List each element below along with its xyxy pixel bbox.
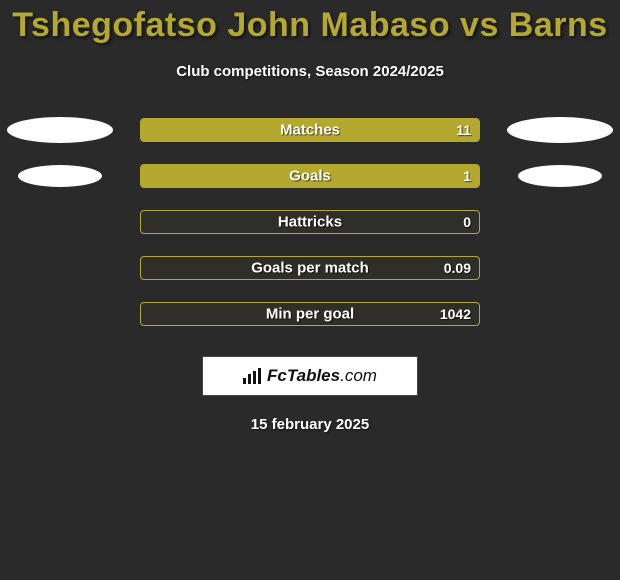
logo-suffix: .com (340, 366, 377, 385)
comparison-widget: Tshegofatso John Mabaso vs Barns Club co… (0, 0, 620, 580)
stat-bars: Matches11 Goals1 Hattricks0 Goals per match… (0, 118, 620, 326)
fctables-logo[interactable]: FcTables.com (202, 356, 418, 396)
right-value-ellipse (507, 117, 613, 143)
stat-bar-fill (141, 165, 479, 187)
stat-row: Matches11 (0, 118, 620, 142)
stat-bar-fill (141, 119, 479, 141)
left-value-ellipse (18, 165, 102, 187)
stat-value: 1042 (440, 306, 471, 322)
left-value-ellipse (7, 117, 113, 143)
stat-label: Min per goal (141, 306, 479, 323)
stat-label: Hattricks (141, 214, 479, 231)
logo-text: FcTables.com (267, 366, 377, 386)
stat-row: Hattricks0 (0, 210, 620, 234)
stat-label: Goals per match (141, 260, 479, 277)
stat-row: Goals per match0.09 (0, 256, 620, 280)
subtitle: Club competitions, Season 2024/2025 (0, 63, 620, 80)
logo-main: FcTables (267, 366, 340, 385)
stat-bar: Hattricks0 (140, 210, 480, 234)
stat-row: Goals1 (0, 164, 620, 188)
right-value-ellipse (518, 165, 602, 187)
stat-bar: Min per goal1042 (140, 302, 480, 326)
date-label: 15 february 2025 (0, 416, 620, 433)
chart-icon (243, 368, 263, 384)
page-title: Tshegofatso John Mabaso vs Barns (0, 0, 620, 45)
stat-bar: Goals per match0.09 (140, 256, 480, 280)
stat-value: 0.09 (444, 260, 471, 276)
stat-row: Min per goal1042 (0, 302, 620, 326)
stat-bar: Goals1 (140, 164, 480, 188)
stat-bar: Matches11 (140, 118, 480, 142)
stat-value: 0 (463, 214, 471, 230)
